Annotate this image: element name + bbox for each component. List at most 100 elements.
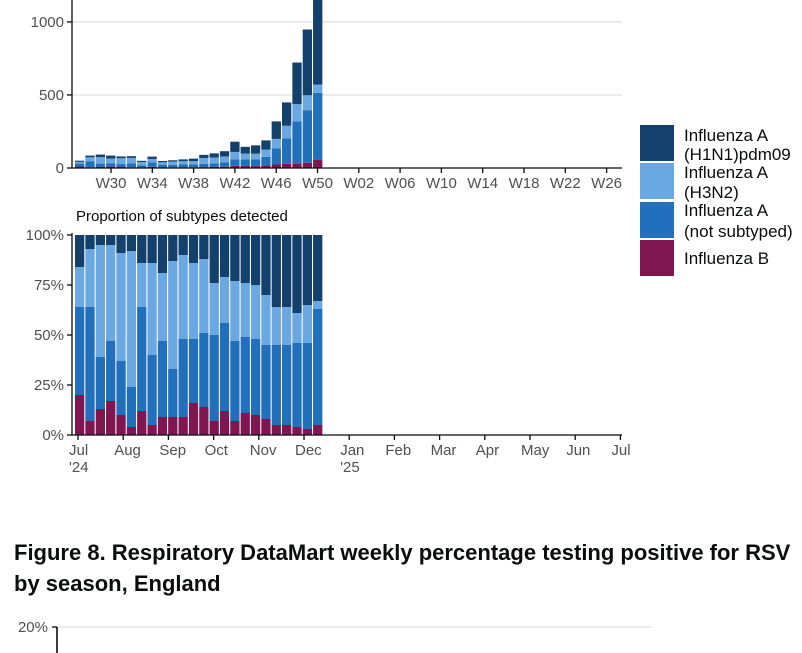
- bar-a_not_subtyped-w40: [209, 335, 219, 421]
- bar-h3n2-w31: [116, 253, 126, 361]
- bar-a_not_subtyped-w45: [261, 345, 271, 419]
- bar-flu_b-w32: [126, 427, 137, 435]
- bar-h3n2-w36: [168, 161, 178, 165]
- bar-a_not_subtyped-w46: [271, 148, 281, 165]
- bar-h3n2-w43: [240, 153, 250, 160]
- legend-swatch-flu_b: [640, 240, 674, 276]
- bar-a_not_subtyped-w34: [147, 355, 157, 425]
- bar-a_not_subtyped-w32: [126, 387, 137, 427]
- bar-a_not_subtyped-w36: [168, 369, 178, 417]
- bar-h1n1-w32: [126, 156, 137, 158]
- legend-sublabel-h1n1: (H1N1)pdm09: [684, 145, 791, 164]
- x-tick-label: W26: [591, 175, 622, 192]
- bar-h3n2-w50: [313, 301, 323, 309]
- bar-h3n2-w33: [137, 263, 147, 307]
- bar-h1n1-w41: [219, 235, 230, 277]
- bar-h1n1-w43: [240, 235, 250, 283]
- bar-a_not_subtyped-w50: [313, 309, 323, 425]
- y-tick-label: 500: [39, 87, 64, 104]
- legend-swatch-h3n2: [640, 163, 674, 199]
- bar-h3n2-w42: [230, 151, 240, 160]
- bar-h3n2-w38: [188, 161, 199, 165]
- bar-h3n2-w41: [219, 156, 230, 163]
- bar-flu_b-w34: [147, 425, 157, 435]
- bar-flu_b-w41: [219, 411, 230, 435]
- bar-h3n2-w44: [250, 153, 261, 160]
- bar-h1n1-w27: [75, 235, 85, 267]
- bar-flu_b-w46: [271, 425, 281, 435]
- bar-h3n2-w30: [106, 245, 116, 341]
- bar-a_not_subtyped-w30: [106, 341, 116, 401]
- bar-h3n2-w35: [157, 273, 168, 341]
- y-tick-label: 0%: [42, 427, 64, 444]
- x-tick-label: W10: [426, 175, 457, 192]
- bar-h3n2-w41: [219, 277, 230, 323]
- bar-a_not_subtyped-w28: [85, 161, 95, 168]
- legend-swatch-h1n1: [640, 125, 674, 161]
- figure-8-title-line1: Figure 8. Respiratory DataMart weekly pe…: [14, 540, 791, 565]
- bar-a_not_subtyped-w31: [116, 164, 126, 167]
- bar-flu_b-w49: [302, 162, 312, 168]
- bar-flu_b-w40: [209, 421, 219, 435]
- bar-h1n1-w31: [116, 235, 126, 253]
- bar-h1n1-w30: [106, 235, 116, 245]
- x-tick-label: W34: [137, 175, 168, 192]
- x-tick-label: Oct: [205, 442, 229, 459]
- bar-h3n2-w42: [230, 281, 240, 341]
- bar-h1n1-w46: [271, 121, 281, 139]
- bar-h1n1-w45: [261, 140, 271, 150]
- bar-h1n1-w44: [250, 145, 261, 154]
- x-tick-label: May: [521, 442, 550, 459]
- bar-h1n1-w41: [219, 151, 230, 157]
- bar-h1n1-w40: [209, 153, 219, 158]
- bar-a_not_subtyped-w35: [157, 164, 168, 168]
- bar-flu_b-w44: [250, 415, 261, 435]
- y-tick-label: 25%: [34, 377, 64, 394]
- y-tick-label: 1000: [31, 14, 64, 31]
- bar-flu_b-w37: [178, 417, 188, 435]
- bar-flu_b-w47: [282, 163, 292, 168]
- bar-flu_b-w44: [250, 166, 261, 168]
- bar-a_not_subtyped-w36: [168, 164, 178, 168]
- bar-h3n2-w49: [302, 95, 312, 111]
- bar-a_not_subtyped-w49: [302, 343, 312, 429]
- bar-h3n2-w46: [271, 138, 281, 149]
- bar-a_not_subtyped-w37: [178, 339, 188, 417]
- bar-a_not_subtyped-w33: [137, 165, 147, 168]
- bar-a_not_subtyped-w32: [126, 163, 137, 168]
- bar-h3n2-w29: [95, 245, 105, 357]
- bar-h3n2-w48: [292, 104, 302, 122]
- legend-label-flu_b: Influenza B: [684, 249, 769, 268]
- bar-h1n1-w36: [168, 160, 178, 162]
- bar-flu_b-w43: [240, 413, 250, 435]
- bar-h1n1-w29: [95, 154, 105, 158]
- subtype-proportion-chart: Proportion of subtypes detected 0% 25% 50%…: [26, 208, 631, 476]
- bar-h1n1-w28: [85, 155, 95, 158]
- bar-h1n1-w37: [178, 159, 188, 162]
- bar-h3n2-w29: [95, 157, 105, 164]
- bar-flu_b-w48: [292, 427, 302, 435]
- bar-a_not_subtyped-w43: [240, 159, 250, 166]
- bar-a_not_subtyped-w43: [240, 337, 250, 413]
- bar-flu_b-w42: [230, 421, 240, 435]
- bar-a_not_subtyped-w45: [261, 156, 271, 166]
- x-tick-label: Sep: [159, 442, 186, 459]
- bar-h3n2-w45: [261, 295, 271, 345]
- bar-flu_b-w30: [106, 166, 116, 168]
- bar-a_not_subtyped-w29: [95, 357, 105, 409]
- bar-flu_b-w39: [199, 407, 209, 435]
- x-tick-label: W50: [302, 175, 333, 192]
- bar-h3n2-w30: [106, 158, 116, 164]
- bar-h3n2-w32: [126, 251, 137, 387]
- bar-h3n2-w49: [302, 305, 312, 343]
- bar-h1n1-w32: [126, 235, 137, 251]
- x-tick-label: Mar: [431, 442, 457, 459]
- bar-h1n1-w39: [199, 235, 209, 259]
- legend-label-a_not_subtyped: Influenza A: [684, 201, 769, 220]
- bar-a_not_subtyped-w29: [95, 163, 105, 167]
- bar-a_not_subtyped-w44: [250, 339, 261, 415]
- bar-h3n2-w32: [126, 157, 137, 164]
- x-tick-label: W30: [96, 175, 127, 192]
- bar-h1n1-w39: [199, 154, 209, 159]
- y-tick-label: 100%: [26, 227, 64, 244]
